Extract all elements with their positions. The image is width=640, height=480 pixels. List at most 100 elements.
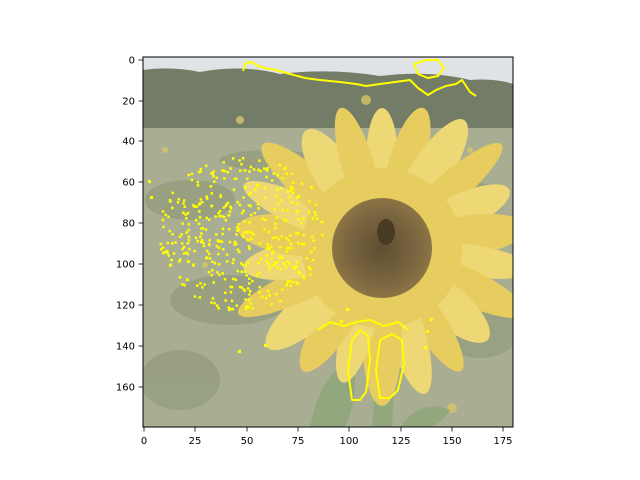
sunflower-leaf [400,406,450,427]
speckle [288,279,292,283]
speckle [227,306,230,309]
speckle [199,235,202,239]
speckle [168,229,172,233]
speckle [215,233,218,236]
speckle [257,207,260,210]
speckle [268,294,271,297]
x-tick-label: 50 [241,436,254,447]
speckle [218,214,221,218]
speckle [205,216,208,220]
speckle [296,195,300,199]
contour-sky-edge [413,59,445,79]
speckle [310,186,313,189]
speckle [229,285,232,289]
speckle [241,157,245,160]
speckle [314,214,317,217]
speckle [231,261,235,265]
speckle [302,217,305,220]
speckle [255,183,259,187]
speckle [288,262,291,265]
speckle [257,271,261,275]
speckle [270,179,274,182]
speckle [225,203,228,206]
speckle [177,198,180,201]
speckle [291,281,295,284]
speckle [281,208,285,212]
speckle [274,222,277,226]
speckle [296,210,299,213]
x-axis: 0 25 50 75 100 125 150 175 [141,427,513,447]
speckle [186,242,190,245]
contour-speckle-cluster [148,157,433,353]
speckle [284,219,288,223]
speckle [278,245,282,249]
speckle [229,205,232,208]
speckle [253,188,257,191]
speckle [286,280,290,283]
speckle [229,167,232,170]
speckle [295,232,298,235]
speckle [224,204,228,208]
speckle [199,198,203,201]
speckle [235,242,238,245]
speckle [272,264,275,267]
speckle [163,250,166,254]
speckle [285,266,288,269]
speckle [276,202,280,205]
speckle [258,285,261,289]
speckle [199,167,203,171]
speckle [190,178,194,182]
speckle [346,308,349,311]
speckle [205,256,209,259]
speckle [258,290,261,294]
speckle [296,260,299,264]
speckle [187,228,190,232]
y-tick-label: 140 [116,342,135,353]
speckle [211,297,215,300]
speckle [235,177,238,180]
speckle [242,235,245,239]
speckle [197,222,201,226]
speckle [269,245,273,248]
contour-overlay [242,59,477,401]
speckle [282,218,286,221]
speckle [245,231,249,234]
y-tick-label: 80 [122,219,135,230]
y-tick-label: 100 [116,260,135,271]
speckle [185,231,188,234]
speckle [240,163,243,166]
speckle [232,258,235,261]
speckle [271,236,275,240]
speckle [215,176,218,179]
speckle [277,237,280,241]
speckle [171,206,174,210]
speckle [244,298,247,301]
contour-stem-outline [347,329,371,401]
speckle [237,223,240,226]
speckle [148,180,151,183]
speckle [217,246,221,250]
speckle [238,159,241,162]
speckle [217,240,220,243]
speckle [311,235,314,239]
speckle [248,282,251,285]
speckle [270,302,273,306]
speckle [279,267,283,271]
speckle [224,291,227,294]
speckle [281,288,284,291]
speckle [216,271,219,274]
speckle [196,239,199,243]
speckle [200,227,203,230]
speckle [235,304,239,307]
speckle [295,265,298,268]
speckle [168,264,172,267]
speckle [283,167,286,171]
x-tick-label: 125 [391,436,410,447]
speckle [203,283,206,286]
speckle [187,223,191,226]
speckle [290,201,293,204]
speckle [161,210,165,213]
speckle [171,191,174,195]
speckle [174,241,177,244]
